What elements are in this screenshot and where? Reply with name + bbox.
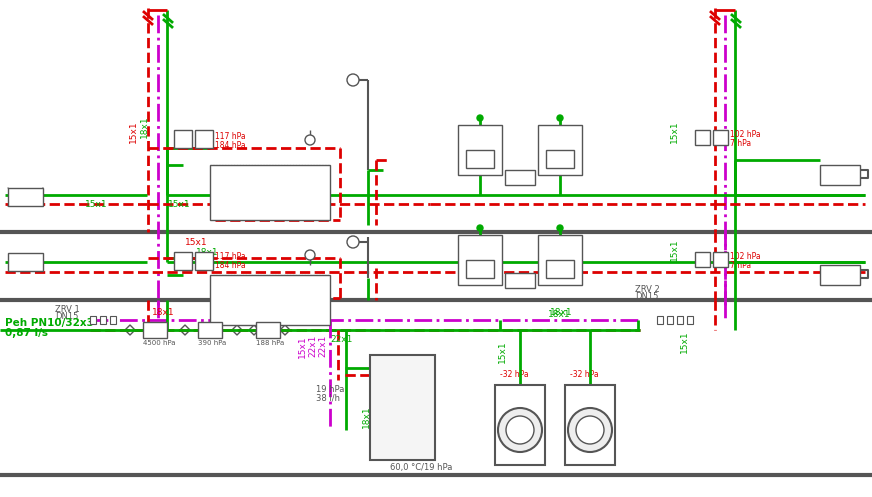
- Bar: [713, 252, 728, 267]
- Text: 15x1: 15x1: [670, 120, 679, 143]
- Text: 102 hPa: 102 hPa: [730, 130, 760, 139]
- Circle shape: [477, 225, 483, 231]
- Bar: [546, 260, 574, 278]
- Bar: [466, 150, 494, 168]
- Text: 4500 hPa: 4500 hPa: [143, 340, 175, 346]
- Text: 7 hPa: 7 hPa: [730, 139, 751, 148]
- Bar: [195, 252, 213, 270]
- Text: 184 hPa: 184 hPa: [215, 261, 246, 270]
- Text: 117 hPa: 117 hPa: [215, 132, 246, 141]
- Text: 18x1: 18x1: [362, 405, 371, 427]
- Bar: [505, 170, 535, 185]
- Circle shape: [568, 408, 612, 452]
- Bar: [110, 316, 116, 324]
- Text: 15x1: 15x1: [670, 238, 679, 260]
- Text: 102 hPa: 102 hPa: [730, 252, 760, 261]
- Text: 0,87 l/s: 0,87 l/s: [5, 328, 48, 338]
- Circle shape: [576, 416, 604, 444]
- Text: 15x1: 15x1: [680, 330, 689, 353]
- Text: 38 l/h: 38 l/h: [316, 393, 340, 402]
- Text: ZRV 1: ZRV 1: [55, 305, 79, 314]
- Text: -32 hPa: -32 hPa: [570, 370, 598, 379]
- Text: 22x1: 22x1: [330, 335, 352, 344]
- Bar: [677, 316, 683, 324]
- Circle shape: [498, 408, 542, 452]
- Text: 390 hPa: 390 hPa: [198, 340, 226, 346]
- Bar: [565, 385, 615, 465]
- Text: 18x1: 18x1: [196, 248, 219, 257]
- Bar: [458, 235, 502, 285]
- Circle shape: [305, 135, 315, 145]
- Bar: [256, 322, 280, 338]
- Bar: [8, 253, 43, 271]
- Text: 19 hPa: 19 hPa: [316, 385, 344, 394]
- Bar: [174, 130, 192, 148]
- Bar: [143, 322, 167, 338]
- Bar: [210, 275, 330, 325]
- Bar: [370, 355, 435, 460]
- Bar: [657, 316, 663, 324]
- Bar: [195, 130, 213, 148]
- Circle shape: [347, 74, 359, 86]
- Text: Peh PN10/32x3: Peh PN10/32x3: [5, 318, 94, 328]
- Bar: [538, 125, 582, 175]
- Bar: [210, 165, 330, 220]
- Bar: [695, 252, 710, 267]
- Text: DN15: DN15: [55, 312, 78, 321]
- Bar: [8, 188, 43, 206]
- Text: 18x1: 18x1: [548, 310, 570, 319]
- Circle shape: [347, 236, 359, 248]
- Text: 18x1: 18x1: [140, 115, 149, 138]
- Text: 15x1: 15x1: [85, 200, 107, 209]
- Text: 15x1: 15x1: [498, 340, 507, 363]
- Bar: [90, 316, 96, 324]
- Circle shape: [557, 225, 563, 231]
- Circle shape: [477, 115, 483, 121]
- Text: -32 hPa: -32 hPa: [500, 370, 528, 379]
- Text: 60,0 °C/19 hPa: 60,0 °C/19 hPa: [390, 463, 453, 472]
- Circle shape: [506, 416, 534, 444]
- Bar: [538, 235, 582, 285]
- Text: 18x1: 18x1: [152, 308, 174, 317]
- Bar: [713, 130, 728, 145]
- Text: 15x1: 15x1: [185, 238, 208, 247]
- Text: 22x1: 22x1: [318, 335, 327, 357]
- Bar: [100, 316, 106, 324]
- Bar: [695, 130, 710, 145]
- Text: 7 hPa: 7 hPa: [730, 261, 751, 270]
- Bar: [667, 316, 673, 324]
- Circle shape: [305, 250, 315, 260]
- Bar: [505, 273, 535, 288]
- Text: ZRV 2: ZRV 2: [635, 285, 660, 294]
- Bar: [495, 385, 545, 465]
- Bar: [820, 265, 860, 285]
- Text: 15x1: 15x1: [298, 335, 307, 358]
- Text: 117 hPa: 117 hPa: [215, 252, 246, 261]
- Text: 15x1: 15x1: [168, 200, 191, 209]
- Bar: [466, 260, 494, 278]
- Text: 188 hPa: 188 hPa: [256, 340, 284, 346]
- Bar: [198, 322, 222, 338]
- Text: 184 hPa: 184 hPa: [215, 141, 246, 150]
- Circle shape: [557, 115, 563, 121]
- Text: DN15: DN15: [635, 292, 658, 301]
- Text: 22x1: 22x1: [308, 335, 317, 357]
- Text: 15x1: 15x1: [129, 120, 138, 143]
- Bar: [687, 316, 693, 324]
- Bar: [820, 165, 860, 185]
- Bar: [174, 252, 192, 270]
- Bar: [458, 125, 502, 175]
- Bar: [546, 150, 574, 168]
- Text: 18x1: 18x1: [550, 308, 573, 317]
